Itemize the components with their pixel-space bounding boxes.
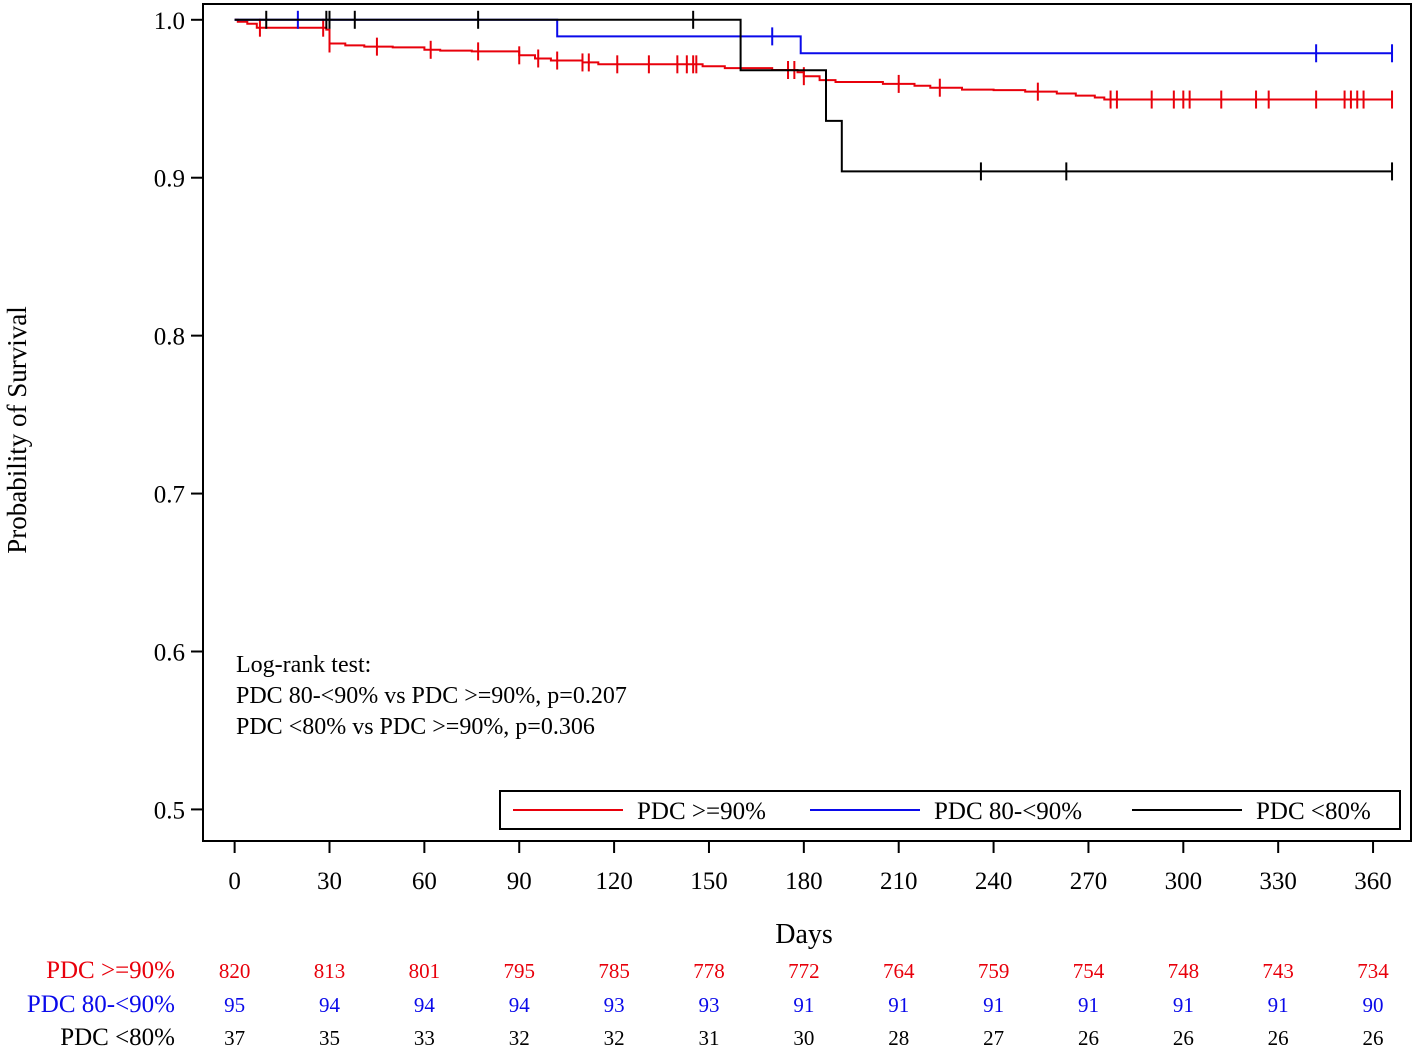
annotation-line-1: Log-rank test: [236,652,371,678]
risk-count-pdc-lt80: 26 [1268,1026,1289,1049]
x-axis: 0 30 60 90 120 150 180 210 240 270 300 330 360 [228,841,1392,895]
risk-count-pdc-80-lt90: 95 [224,993,245,1017]
plot-frame [202,3,1412,842]
x-tick-label: 360 [1354,868,1392,895]
risk-count-pdc-lt80: 37 [224,1026,245,1049]
risk-count-pdc-lt80: 31 [698,1026,719,1049]
risk-count-pdc-lt80: 26 [1078,1026,1099,1049]
legend-label-pdc-ge90: PDC >=90% [637,798,766,825]
risk-count-pdc-ge90: 754 [1073,959,1105,983]
risk-count-pdc-ge90: 795 [503,959,535,983]
legend-label-pdc-80-90: PDC 80-<90% [934,798,1082,825]
annotation-line-3: PDC <80% vs PDC >=90%, p=0.306 [236,714,595,740]
risk-table: PDC >=90% PDC 80-<90% PDC <80% 820 813 801… [27,957,1389,1049]
x-tick-label: 90 [507,868,532,895]
survival-curves [234,10,1394,181]
curve-pdc-lt80 [234,18,1392,173]
risk-count-pdc-80-lt90: 91 [888,993,909,1017]
y-tick-label: 1.0 [154,8,185,35]
risk-count-pdc-ge90: 764 [883,959,915,983]
legend: PDC >=90% PDC 80-<90% PDC <80% [499,790,1401,830]
risk-row-label-pdc-lt80: PDC <80% [60,1024,175,1049]
risk-count-pdc-80-lt90: 91 [793,993,814,1017]
risk-count-pdc-lt80: 33 [414,1026,435,1049]
y-tick-label: 0.6 [154,639,185,666]
risk-count-pdc-lt80: 35 [319,1026,340,1049]
x-tick-label: 150 [690,868,728,895]
risk-count-pdc-ge90: 820 [219,959,251,983]
x-tick-label: 60 [412,868,437,895]
x-tick-label: 180 [785,868,823,895]
risk-count-pdc-80-lt90: 94 [414,993,436,1017]
x-tick-label: 330 [1259,868,1297,895]
x-tick-label: 210 [880,868,918,895]
risk-count-pdc-lt80: 32 [509,1026,530,1049]
annotation-line-2: PDC 80-<90% vs PDC >=90%, p=0.207 [236,683,627,709]
risk-count-pdc-80-lt90: 91 [1173,993,1194,1017]
risk-count-pdc-ge90: 778 [693,959,725,983]
y-axis: 0.5 0.6 0.7 0.8 0.9 1.0 [154,8,203,824]
y-tick-label: 0.7 [154,482,185,509]
risk-row-label-pdc-ge90: PDC >=90% [46,957,175,984]
log-rank-annotation: Log-rank test: PDC 80-<90% vs PDC >=90%,… [236,652,627,740]
risk-row-label-pdc-80-90: PDC 80-<90% [27,991,175,1018]
risk-count-pdc-ge90: 748 [1168,959,1200,983]
risk-count-pdc-80-lt90: 91 [1078,993,1099,1017]
legend-label-pdc-lt80: PDC <80% [1256,798,1371,825]
x-tick-label: 120 [595,868,633,895]
risk-count-pdc-80-lt90: 93 [604,993,625,1017]
legend-frame [499,790,1401,830]
risk-count-pdc-ge90: 813 [314,959,346,983]
x-tick-label: 270 [1070,868,1108,895]
risk-count-pdc-lt80: 27 [983,1026,1004,1049]
risk-count-pdc-80-lt90: 93 [698,993,719,1017]
risk-count-pdc-ge90: 734 [1357,959,1389,983]
risk-count-pdc-ge90: 772 [788,959,820,983]
y-tick-label: 0.5 [154,797,185,824]
risk-count-pdc-lt80: 30 [793,1026,814,1049]
risk-count-pdc-ge90: 801 [409,959,441,983]
curve-pdc-ge90 [234,18,1392,101]
x-tick-label: 0 [228,868,241,895]
risk-count-pdc-ge90: 743 [1262,959,1294,983]
y-axis-label: Probability of Survival [2,306,32,553]
risk-count-pdc-lt80: 32 [604,1026,625,1049]
risk-count-pdc-80-lt90: 91 [1268,993,1289,1017]
risk-count-pdc-ge90: 785 [598,959,630,983]
risk-count-pdc-80-lt90: 90 [1363,993,1384,1017]
risk-count-pdc-lt80: 28 [888,1026,909,1049]
risk-count-pdc-lt80: 26 [1173,1026,1194,1049]
y-tick-label: 0.8 [154,324,185,351]
risk-count-pdc-ge90: 759 [978,959,1010,983]
x-tick-label: 30 [317,868,342,895]
x-axis-label: Days [775,919,833,950]
risk-count-pdc-80-lt90: 94 [509,993,531,1017]
y-tick-label: 0.9 [154,166,185,193]
x-tick-label: 240 [975,868,1013,895]
risk-count-pdc-lt80: 26 [1363,1026,1384,1049]
risk-count-pdc-80-lt90: 91 [983,993,1004,1017]
x-tick-label: 300 [1165,868,1203,895]
risk-count-pdc-80-lt90: 94 [319,993,341,1017]
